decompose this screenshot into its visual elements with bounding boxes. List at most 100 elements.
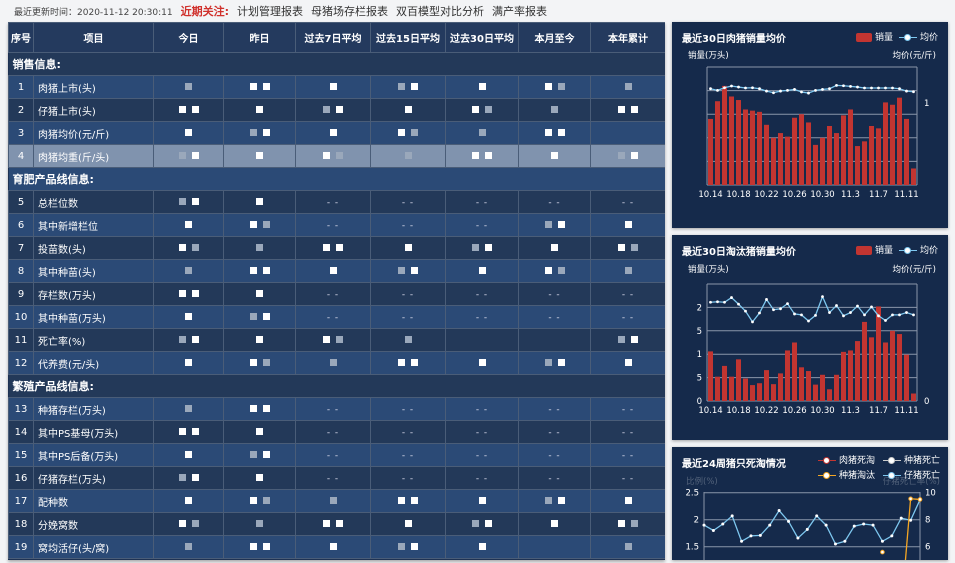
- masked-value: [185, 405, 192, 412]
- masked-value: [631, 520, 638, 527]
- table-cell: [295, 121, 371, 145]
- table-cell: - -: [295, 190, 371, 214]
- bar: [806, 371, 811, 401]
- x-tick-label: 10.18: [726, 406, 750, 416]
- table-row[interactable]: 8 其中种苗(头): [8, 259, 665, 283]
- table-cell: - -: [295, 443, 371, 467]
- table-row[interactable]: 1 肉猪上市(头): [8, 75, 665, 99]
- col-month-to-date: 本月至今: [518, 22, 591, 53]
- table-cell: [518, 144, 591, 168]
- cell-value: - -: [548, 450, 561, 461]
- legend-item-fattening-death[interactable]: 肉猪死淘: [817, 453, 875, 466]
- bar: [827, 126, 832, 185]
- table-cell: [370, 351, 446, 375]
- bar: [897, 97, 902, 185]
- table-cell: - -: [445, 443, 519, 467]
- masked-value: [478, 83, 486, 90]
- table-cell: [153, 236, 224, 260]
- table-row[interactable]: 5 总栏位数 - - - - - - - - - -: [8, 190, 665, 214]
- legend-item-price[interactable]: 均价: [898, 243, 938, 256]
- masked-value: [618, 520, 625, 527]
- price-point: [870, 86, 873, 90]
- row-item: 代养费(元/头): [33, 351, 154, 375]
- cell-value: - -: [401, 220, 415, 231]
- table-cell: [295, 535, 371, 559]
- x-tick-label: 10.14: [698, 190, 722, 200]
- table-row[interactable]: 17 配种数: [8, 489, 665, 513]
- row-number: 19: [8, 535, 34, 559]
- legend-item-price[interactable]: 均价: [898, 30, 938, 43]
- cell-value: - -: [326, 427, 340, 438]
- table-row[interactable]: 15 其中PS后备(万头) - - - - - - - - - -: [8, 443, 665, 467]
- table-cell: [590, 144, 665, 168]
- table-row[interactable]: 12 代养费(元/头): [8, 351, 665, 375]
- table-cell: [518, 489, 591, 513]
- y2-tick-label: 6: [925, 543, 930, 553]
- table-cell: [370, 75, 446, 99]
- row-item: 肉猪上市(头): [33, 75, 154, 99]
- table-row[interactable]: 18 分娩窝数: [8, 512, 665, 536]
- masked-value: [262, 405, 270, 412]
- table-cell: [223, 282, 296, 306]
- bar: [820, 137, 825, 185]
- table-cell: [445, 259, 519, 283]
- masked-value: [336, 106, 343, 113]
- legend-item-sales[interactable]: 销量: [855, 243, 893, 256]
- x-tick-label: 11.3: [841, 190, 860, 200]
- table-row[interactable]: 6 其中新增栏位 - - - - - -: [8, 213, 665, 237]
- legend-item-sales[interactable]: 销量: [855, 30, 893, 43]
- table-row[interactable]: 19 窝均活仔(头/窝): [8, 535, 665, 559]
- table-row[interactable]: 11 死亡率(%): [8, 328, 665, 352]
- cell-value: - -: [548, 289, 561, 300]
- masked-value: [178, 336, 186, 343]
- masked-value: [618, 106, 625, 113]
- table-row[interactable]: 10 其中种苗(万头) - - - - - - - - - -: [8, 305, 665, 329]
- link-plan-report[interactable]: 计划管理报表: [237, 5, 304, 18]
- cell-value: - -: [401, 450, 415, 461]
- masked-value: [262, 451, 270, 458]
- sow-cull-point: [880, 549, 885, 555]
- bar: [736, 100, 741, 185]
- legend-item-sow-cull[interactable]: 种猪淘汰: [817, 468, 875, 481]
- table-cell: [153, 328, 224, 352]
- link-full-production-report[interactable]: 满产率报表: [492, 5, 548, 18]
- masked-value: [557, 497, 565, 504]
- price-point: [807, 319, 810, 323]
- table-row[interactable]: 3 肉猪均价(元/斤): [8, 121, 665, 145]
- table-cell: - -: [590, 466, 665, 490]
- bar: [729, 376, 734, 401]
- masked-value: [398, 129, 405, 136]
- table-row[interactable]: 13 种猪存栏(万头) - - - - - - - - - -: [8, 397, 665, 421]
- masked-value: [404, 106, 412, 113]
- cell-value: - -: [621, 473, 635, 484]
- bar: [827, 389, 832, 401]
- table-cell: [590, 236, 665, 260]
- price-point: [786, 302, 789, 306]
- table-row[interactable]: 14 其中PS基母(万头) - - - - - - - - - -: [8, 420, 665, 444]
- price-point: [744, 86, 747, 90]
- masked-value: [398, 83, 405, 90]
- link-model-compare[interactable]: 双百模型对比分析: [396, 5, 485, 18]
- masked-value: [249, 497, 257, 504]
- bar: [750, 110, 755, 185]
- table-row[interactable]: 4 肉猪均重(斤/头): [8, 144, 665, 168]
- table-cell: [223, 305, 296, 329]
- table-cell: [223, 259, 296, 283]
- link-sow-inventory-report[interactable]: 母猪场存栏报表: [311, 5, 389, 18]
- table-row[interactable]: 16 仔猪存栏(万头) - - - - - - - - - -: [8, 466, 665, 490]
- table-row[interactable]: 7 投苗数(头): [8, 236, 665, 260]
- masked-value: [249, 543, 257, 550]
- table-cell: - -: [445, 397, 519, 421]
- chart-fattening-pig-sales: 10.14 10.18 10.22 10.26 10.30 11.3 11.7 11.11 1: [698, 66, 929, 200]
- masked-value: [262, 129, 270, 136]
- legend-item-sow-death[interactable]: 种猪死亡: [882, 453, 940, 466]
- table-cell: [295, 328, 371, 352]
- y-axis-label: 销量(万头): [688, 265, 729, 275]
- table-cell: [153, 121, 224, 145]
- table-cell: [153, 466, 224, 490]
- masked-value: [551, 244, 558, 251]
- table-cell: [518, 259, 591, 283]
- legend-item-piglet-death[interactable]: 仔猪死亡: [882, 468, 940, 481]
- table-row[interactable]: 9 存栏数(万头) - - - - - - - - - -: [8, 282, 665, 306]
- table-row[interactable]: 2 仔猪上市(头): [8, 98, 665, 122]
